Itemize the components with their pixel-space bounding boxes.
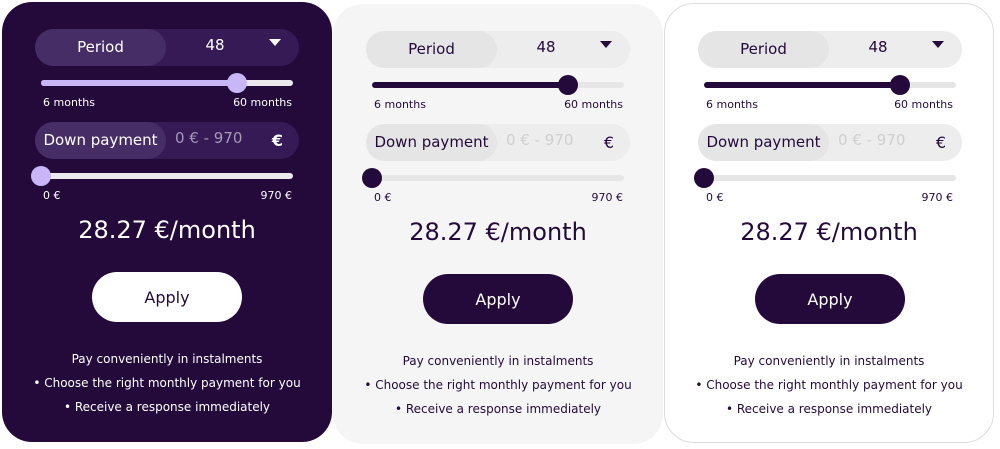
down-payment-label: Down payment [35, 122, 166, 159]
info-line: Pay conveniently in instalments [733, 354, 925, 368]
period-slider[interactable] [41, 73, 293, 93]
down-payment-input[interactable]: 0 € - 970 € [175, 129, 247, 147]
down-payment-slider-thumb[interactable] [694, 168, 714, 188]
period-select[interactable]: Period 48 [698, 31, 962, 68]
period-min-label: 6 months [374, 98, 426, 111]
down-payment-max-label: 970 € [921, 191, 954, 204]
info-line: • Choose the right monthly payment for y… [364, 378, 632, 392]
down-payment-label: Down payment [698, 124, 829, 161]
currency-label: € [935, 133, 946, 152]
currency-label: € [271, 131, 283, 150]
chevron-down-icon[interactable] [932, 41, 944, 48]
info-line: • Receive a response immediately [394, 402, 602, 416]
down-payment-slider-thumb[interactable] [31, 166, 51, 186]
info-line: • Choose the right monthly payment for y… [695, 378, 963, 392]
down-payment-slider[interactable] [31, 166, 293, 186]
loan-calculator-card: Period 48 6 months 60 months Down paymen… [664, 3, 994, 443]
monthly-price: 28.27 €/month [740, 218, 918, 246]
info-line: • Receive a response immediately [63, 400, 271, 414]
info-line: Pay conveniently in instalments [402, 354, 594, 368]
info-line: Pay conveniently in instalments [71, 352, 263, 366]
period-select[interactable]: Period 48 [366, 31, 630, 68]
down-payment-min-label: 0 € [43, 189, 61, 202]
down-payment-min-label: 0 € [374, 191, 392, 204]
period-max-label: 60 months [894, 98, 953, 111]
period-slider-fill [704, 82, 900, 88]
period-value[interactable]: 48 [536, 38, 556, 56]
apply-button[interactable]: Apply [92, 272, 242, 322]
down-payment-max-label: 970 € [591, 191, 624, 204]
period-value[interactable]: 48 [868, 38, 888, 56]
currency-label: € [603, 133, 614, 152]
loan-calculator-card: Period 48 6 months 60 months Down paymen… [2, 2, 332, 442]
down-payment-label: Down payment [366, 124, 497, 161]
period-select[interactable]: Period 48 [35, 29, 299, 66]
info-line: • Choose the right monthly payment for y… [33, 376, 301, 390]
period-max-label: 60 months [564, 98, 623, 111]
apply-button[interactable]: Apply [423, 274, 573, 324]
down-payment-min-label: 0 € [706, 191, 724, 204]
info-line: • Receive a response immediately [725, 402, 933, 416]
period-label: Period [698, 31, 829, 68]
down-payment-slider[interactable] [362, 168, 624, 188]
period-slider[interactable] [372, 75, 624, 95]
loan-calculator-card: Period 48 6 months 60 months Down paymen… [333, 4, 663, 444]
down-payment-field[interactable]: Down payment 0 € - 970 € € [35, 122, 299, 159]
period-max-label: 60 months [233, 96, 292, 109]
down-payment-max-label: 970 € [260, 189, 293, 202]
period-slider[interactable] [704, 75, 956, 95]
down-payment-field[interactable]: Down payment 0 € - 970 € € [366, 124, 630, 161]
chevron-down-icon[interactable] [600, 41, 612, 48]
period-min-label: 6 months [43, 96, 95, 109]
down-payment-slider[interactable] [694, 168, 956, 188]
down-payment-slider-thumb[interactable] [362, 168, 382, 188]
down-payment-input[interactable]: 0 € - 970 € [838, 131, 910, 149]
monthly-price: 28.27 €/month [409, 218, 587, 246]
period-slider-thumb[interactable] [890, 75, 910, 95]
period-label: Period [366, 31, 497, 68]
monthly-price: 28.27 €/month [78, 216, 256, 244]
period-value[interactable]: 48 [205, 36, 225, 54]
period-slider-fill [372, 82, 568, 88]
period-slider-thumb[interactable] [227, 73, 247, 93]
period-slider-thumb[interactable] [558, 75, 578, 95]
period-min-label: 6 months [706, 98, 758, 111]
chevron-down-icon[interactable] [269, 39, 281, 46]
down-payment-input[interactable]: 0 € - 970 € [506, 131, 578, 149]
down-payment-field[interactable]: Down payment 0 € - 970 € € [698, 124, 962, 161]
apply-button[interactable]: Apply [755, 274, 905, 324]
period-slider-fill [41, 80, 237, 86]
period-label: Period [35, 29, 166, 66]
